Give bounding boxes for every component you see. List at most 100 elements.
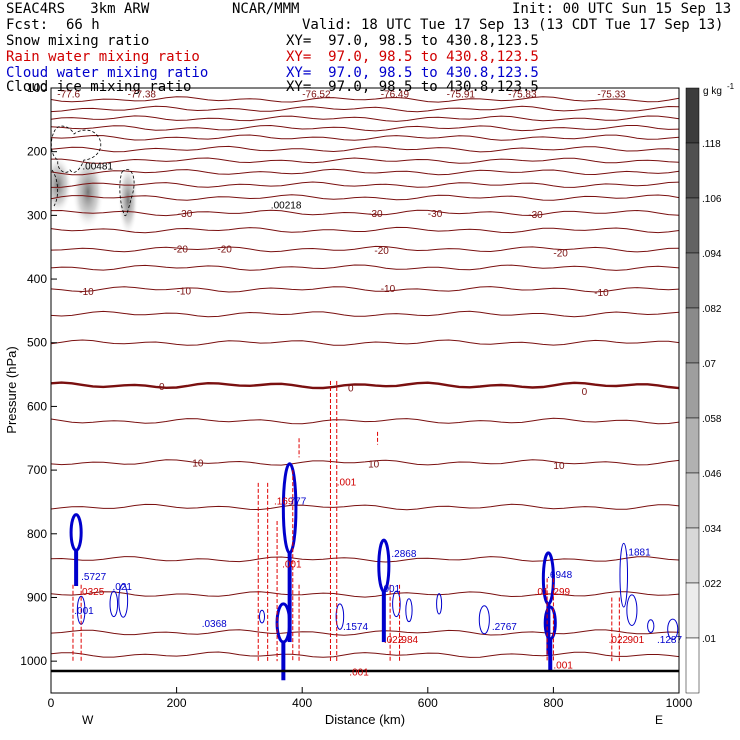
temperature-contour	[51, 591, 679, 598]
temperature-contour	[51, 629, 679, 636]
colorbar-swatch	[685, 637, 700, 694]
axis-ticks: 0 200 400 600 800 100010020030040050060070080…	[20, 81, 692, 710]
temperature-contour	[51, 124, 679, 132]
temperature-label: -30	[428, 209, 443, 220]
y-tick-label: 900	[27, 590, 47, 604]
colorbar-tick-label: .058	[702, 414, 722, 425]
field-cloud-ice: Cloud ice mixing ratio	[6, 79, 192, 95]
temperature-label: -77.6	[57, 90, 80, 101]
temperature-contour	[51, 339, 679, 346]
plot-frame	[50, 87, 680, 694]
temperature-contour	[51, 459, 679, 466]
cloud-water-contour	[405, 598, 413, 623]
maximum-label: .001	[349, 667, 369, 678]
maximum-label: .001	[74, 606, 94, 617]
temperature-contour	[51, 194, 679, 201]
maximum-label: .00481	[82, 162, 113, 173]
temperature-label: -30	[368, 209, 383, 220]
colorbar-swatch	[685, 582, 700, 639]
colorbar-tick-label: .118	[702, 139, 721, 150]
colorbar-swatch	[685, 197, 700, 254]
y-axis-title: Pressure (hPa)	[4, 346, 19, 433]
temperature-label: -75.33	[597, 90, 626, 101]
temperature-label: -20	[217, 244, 232, 255]
cloud-water-contour	[478, 605, 490, 635]
temperature-label: -76.49	[381, 90, 410, 101]
field-rain: Rain water mixing ratio	[6, 49, 200, 65]
cloud-water-contour	[69, 513, 83, 552]
y-tick-label: 800	[27, 527, 47, 541]
temperature-contour	[51, 556, 679, 563]
cloud-water-contour	[619, 542, 629, 608]
field-snow-xy: XY= 97.0, 98.5 to 430.8,123.5	[286, 33, 539, 49]
x-tick-label: 1000	[666, 696, 693, 710]
colorbar-swatch	[685, 472, 700, 529]
temperature-contour	[51, 226, 679, 234]
maximum-label: .001	[553, 660, 573, 671]
x-tick-label: 200	[167, 696, 187, 710]
maximum-label: .021	[113, 582, 133, 593]
forecast-label: Fcst:	[6, 17, 49, 33]
field-cloud-water: Cloud water mixing ratio	[6, 65, 209, 81]
cloud-water-contour	[118, 583, 129, 618]
temperature-contour	[51, 245, 679, 253]
temperature-label: 10	[368, 460, 380, 471]
cloud-water-core	[74, 550, 79, 587]
cloud-water-contour	[109, 590, 119, 618]
colorbar-tick-label: .046	[702, 469, 722, 480]
x-tick-label: 0	[48, 696, 55, 710]
contour-labels: -77.6 -77.38 -76.52 -76.49 -75.91 -75.83 -75.3…	[57, 90, 682, 679]
temperature-contour	[51, 115, 679, 122]
temperature-contour	[51, 96, 679, 103]
temperature-label: 0	[348, 383, 354, 394]
cloud-water-contour	[392, 590, 401, 618]
cloud-water-contour	[667, 618, 679, 641]
cloud-water-core	[546, 603, 551, 655]
temperature-label: -76.52	[302, 90, 331, 101]
temperature-label: -20	[374, 246, 389, 257]
maximum-label: .6948	[547, 570, 572, 581]
cloud-water-core	[381, 591, 386, 643]
maximum-label: .001	[381, 584, 401, 595]
maximum-label: .1287	[657, 635, 682, 646]
temperature-contour	[51, 145, 679, 153]
colorbar-swatch	[685, 252, 700, 309]
maximum-label: 777	[290, 497, 307, 508]
cloud-water-contour	[626, 594, 638, 626]
cloud-water-contour	[647, 619, 655, 634]
field-rain-xy: XY= 97.0, 98.5 to 430.8,123.5	[286, 49, 539, 65]
temperature-label: 0	[582, 387, 588, 398]
y-tick-label: 600	[27, 399, 47, 413]
cloud-water-core	[548, 638, 553, 671]
maximum-label: .001	[337, 478, 357, 489]
snow-outline	[50, 125, 135, 217]
colorbar-unit: g kg	[703, 86, 722, 97]
colorbar-tick-label: .01	[702, 634, 716, 645]
colorbar-swatch	[685, 142, 700, 199]
cloud-water-contour	[436, 593, 443, 615]
forecast-value: 66 h	[66, 17, 100, 33]
maximum-label: .2868	[391, 549, 416, 560]
temperature-label: -10	[381, 284, 396, 295]
temperature-contour	[51, 157, 679, 164]
temperature-contours	[51, 96, 679, 658]
colorbar-tick-label: .082	[702, 304, 722, 315]
temperature-label: -30	[528, 210, 543, 221]
cloud-water-core	[287, 552, 292, 643]
x-tick-label: 400	[292, 696, 312, 710]
cloud-water-core	[281, 642, 286, 681]
y-tick-label: 200	[27, 145, 47, 159]
maximum-label: .001	[282, 560, 302, 571]
west-label: W	[82, 713, 94, 727]
org-label: NCAR/MMM	[232, 1, 300, 17]
maximum-label: .01	[535, 587, 549, 598]
colorbar-tick-label: .094	[702, 249, 722, 260]
maximum-label: .022	[384, 635, 404, 646]
colorbar-tick-label: .022	[702, 579, 722, 590]
y-tick-label: 500	[27, 336, 47, 350]
maximum-label: .169	[274, 497, 294, 508]
cloud-water-contour	[335, 603, 345, 630]
y-tick-label: 400	[27, 272, 47, 286]
temperature-contour	[51, 134, 679, 141]
colorbar-swatch	[685, 362, 700, 419]
